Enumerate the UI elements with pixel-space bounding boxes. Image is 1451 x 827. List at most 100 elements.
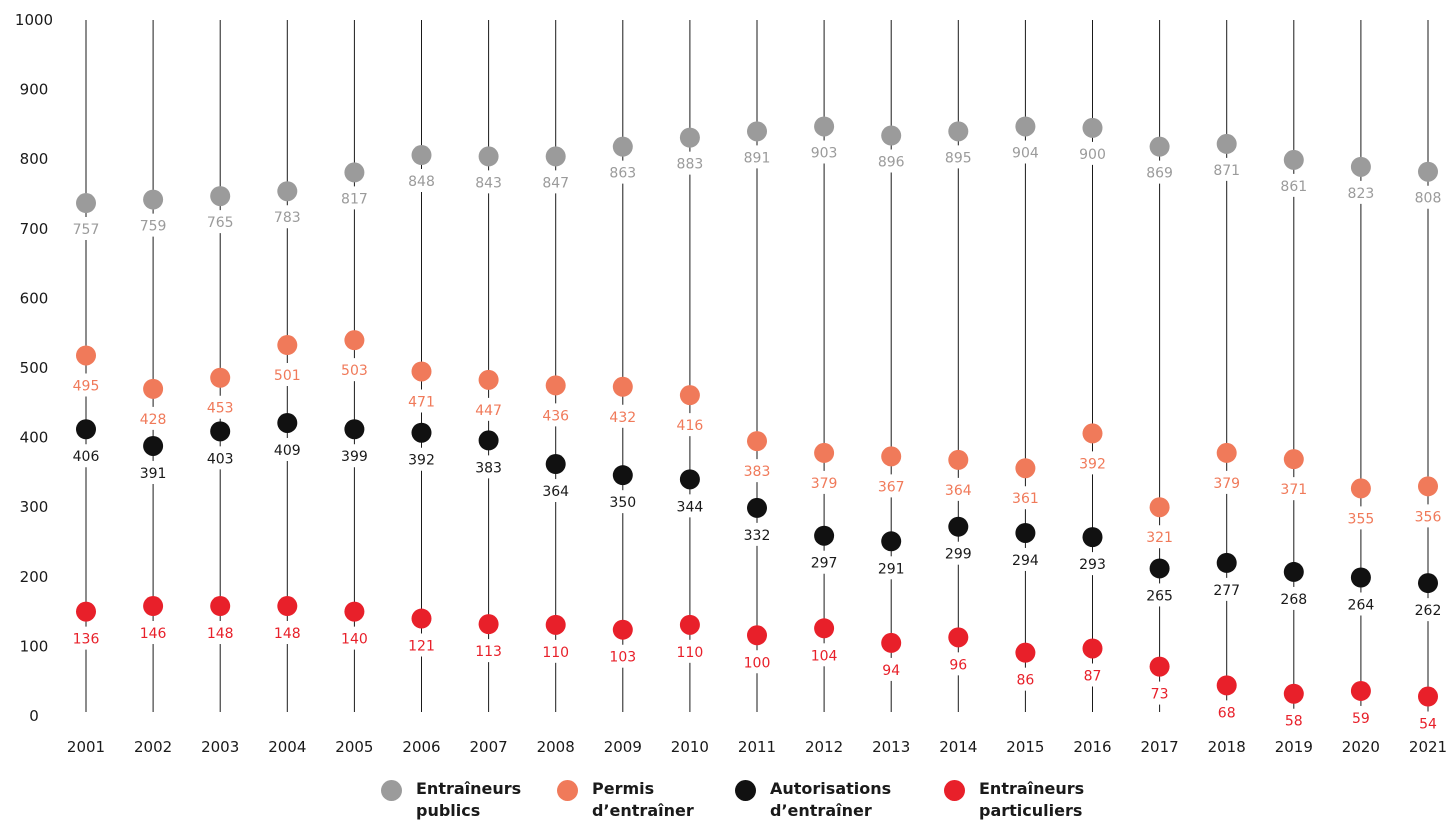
value-labels: 757 495 406 136 759 428 391 146 765 453 403 148 783 5… xyxy=(73,145,1442,732)
data-point xyxy=(612,136,633,157)
data-label: 299 xyxy=(945,547,972,563)
data-point xyxy=(612,376,633,397)
data-point xyxy=(210,596,231,617)
x-tick-label: 2013 xyxy=(872,738,910,756)
data-label: 503 xyxy=(341,363,368,379)
data-label: 848 xyxy=(408,174,435,190)
data-label: 843 xyxy=(475,175,502,191)
data-label: 265 xyxy=(1146,588,1173,604)
data-point xyxy=(814,618,835,639)
data-label: 869 xyxy=(1146,166,1173,182)
data-point xyxy=(478,369,499,390)
x-tick-label: 2007 xyxy=(470,738,508,756)
data-point xyxy=(143,378,164,399)
data-point xyxy=(545,614,566,635)
data-label: 428 xyxy=(140,412,167,428)
data-point xyxy=(1418,476,1438,497)
data-point xyxy=(1149,656,1170,677)
data-point xyxy=(411,361,432,382)
data-point xyxy=(1149,558,1170,579)
data-label: 103 xyxy=(609,650,636,666)
data-point xyxy=(881,531,902,552)
data-point xyxy=(1418,686,1438,707)
x-tick-label: 2001 xyxy=(67,738,105,756)
data-point xyxy=(1283,683,1304,704)
data-point xyxy=(814,442,835,463)
data-label: 765 xyxy=(207,215,234,231)
y-tick-label: 800 xyxy=(20,150,49,168)
data-point xyxy=(1418,573,1438,594)
data-label: 895 xyxy=(945,150,972,166)
data-point xyxy=(344,601,365,622)
data-label: 471 xyxy=(408,394,435,410)
data-label: 861 xyxy=(1280,179,1307,195)
y-tick-label: 700 xyxy=(20,220,49,238)
data-label: 891 xyxy=(744,150,771,166)
data-point xyxy=(411,422,432,443)
y-tick-label: 600 xyxy=(20,289,49,307)
x-tick-label: 2015 xyxy=(1006,738,1044,756)
data-label: 297 xyxy=(811,556,838,572)
data-point xyxy=(948,627,969,648)
data-point xyxy=(143,596,164,617)
y-tick-label: 1000 xyxy=(15,11,53,29)
data-label: 896 xyxy=(878,155,905,171)
data-label: 121 xyxy=(408,639,435,655)
x-tick-label: 2021 xyxy=(1409,738,1447,756)
data-point xyxy=(881,125,902,146)
data-label: 68 xyxy=(1218,705,1236,721)
legend-dot-black-icon xyxy=(735,780,756,801)
data-label: 453 xyxy=(207,401,234,417)
legend-item-entraineurs-particuliers: Entraîneurs particuliers xyxy=(944,778,1084,822)
data-label: 871 xyxy=(1213,163,1240,179)
data-label: 501 xyxy=(274,368,301,384)
y-axis: 0 100 200 300 400 500 600 700 800 900 1000 xyxy=(15,11,53,725)
data-label: 321 xyxy=(1146,530,1173,546)
data-point xyxy=(1216,552,1237,573)
data-label: 291 xyxy=(878,561,905,577)
data-point xyxy=(1350,567,1371,588)
y-tick-label: 400 xyxy=(20,429,49,447)
data-label: 392 xyxy=(1079,456,1106,472)
legend: Entraîneurs publics Permis d’entraîner A… xyxy=(0,778,1451,827)
data-point xyxy=(747,497,767,518)
data-label: 883 xyxy=(677,157,704,173)
data-label: 364 xyxy=(542,484,569,500)
data-point xyxy=(277,596,298,617)
data-point xyxy=(277,335,298,356)
data-label: 96 xyxy=(949,657,967,673)
x-tick-label: 2019 xyxy=(1275,738,1313,756)
data-point xyxy=(1216,133,1237,154)
x-tick-label: 2020 xyxy=(1342,738,1380,756)
dot-plot-chart: 0 100 200 300 400 500 600 700 800 900 1000 757 495 4… xyxy=(15,11,1447,756)
data-point xyxy=(1283,561,1304,582)
data-point xyxy=(1149,136,1170,157)
data-label: 379 xyxy=(811,476,838,492)
data-label: 293 xyxy=(1079,557,1106,573)
data-point xyxy=(679,127,700,148)
data-point xyxy=(210,186,231,207)
data-point xyxy=(1216,675,1237,696)
data-point xyxy=(545,375,566,396)
data-label: 383 xyxy=(744,464,771,480)
data-label: 783 xyxy=(274,210,301,226)
data-point xyxy=(612,465,633,486)
data-label: 447 xyxy=(475,403,502,419)
data-point xyxy=(1082,638,1103,659)
data-label: 94 xyxy=(882,663,900,679)
data-label: 808 xyxy=(1415,191,1442,207)
x-tick-label: 2005 xyxy=(335,738,373,756)
data-label: 364 xyxy=(945,483,972,499)
data-point xyxy=(143,189,164,210)
data-point xyxy=(478,430,499,451)
data-point xyxy=(679,614,700,635)
data-label: 294 xyxy=(1012,553,1039,569)
data-point xyxy=(143,435,164,456)
data-point xyxy=(210,367,231,388)
data-point xyxy=(1350,680,1371,701)
data-label: 355 xyxy=(1348,511,1375,527)
x-tick-label: 2008 xyxy=(537,738,575,756)
data-label: 863 xyxy=(609,166,636,182)
data-point xyxy=(1149,497,1170,518)
data-label: 140 xyxy=(341,632,368,648)
